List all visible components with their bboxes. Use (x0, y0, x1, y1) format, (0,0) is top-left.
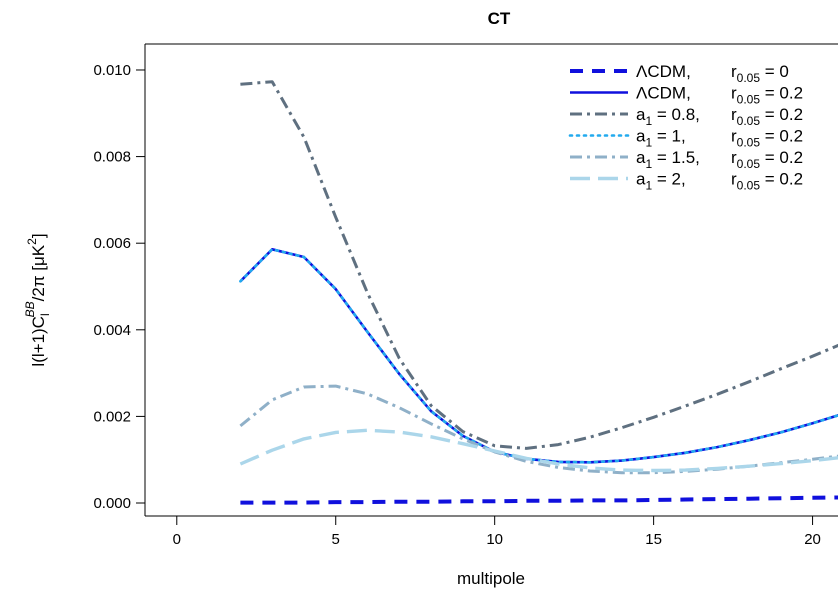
y-label-sup: BB (23, 301, 37, 317)
x-axis-label: multipole (457, 569, 525, 588)
y-tick-label: 0.010 (93, 62, 131, 79)
legend-label-5-main: a1 = 1.5, (636, 148, 700, 171)
y-axis-label: l(l+1)ClBB/2π [μK2] (23, 233, 52, 366)
legend-label-5-r: r0.05 = 0.2 (731, 148, 803, 171)
x-tick-label: 0 (173, 531, 181, 548)
legend-label-4-r: r0.05 = 0.2 (731, 127, 803, 150)
series-group (239, 80, 838, 505)
x-tick-label: 15 (645, 531, 662, 548)
legend-label-6-r: r0.05 = 0.2 (731, 170, 803, 193)
plot-area (144, 43, 838, 517)
legend-label-3-r: r0.05 = 0.2 (731, 105, 803, 128)
y-tick-label: 0.002 (93, 408, 131, 425)
y-tick-label: 0.004 (93, 322, 131, 339)
legend: ΛCDM, r0.05 = 0 ΛCDM, r0.05 = 0.2 a1 = 0.8, r… (568, 62, 803, 193)
y-tick-label: 0.008 (93, 149, 131, 166)
y-label-close: ] (29, 233, 48, 238)
series-line-6 (239, 428, 838, 473)
y-tick-label: 0.000 (93, 495, 131, 512)
y-label-sub: l (38, 313, 52, 316)
x-axis: 0 5 10 15 20 (173, 516, 821, 548)
legend-label-2-r: r0.05 = 0.2 (731, 84, 803, 107)
legend-label-6-main: a1 = 2, (636, 170, 686, 193)
y-axis: 0.000 0.002 0.004 0.006 0.008 0.010 (93, 62, 145, 512)
legend-label-4-main: a1 = 1, (636, 127, 686, 150)
legend-label-3-main: a1 = 0.8, (636, 105, 700, 128)
x-tick-label: 20 (804, 531, 821, 548)
legend-label-1-main: ΛCDM, (636, 62, 691, 81)
series-line-2 (239, 248, 838, 464)
y-tick-label: 0.006 (93, 235, 131, 252)
series-line-4 (239, 248, 838, 464)
x-tick-label: 5 (332, 531, 340, 548)
series-line-1 (240, 495, 838, 505)
chart-title: CT (488, 9, 511, 28)
x-tick-label: 10 (486, 531, 503, 548)
series-line-3 (240, 80, 838, 450)
y-label-prefix: l(l+1)C (29, 316, 48, 367)
y-label-suffix: /2π [μK (29, 244, 48, 301)
y-label-unit-sup: 2 (25, 238, 39, 245)
legend-label-2-main: ΛCDM, (636, 84, 691, 103)
legend-label-1-r: r0.05 = 0 (731, 62, 789, 85)
